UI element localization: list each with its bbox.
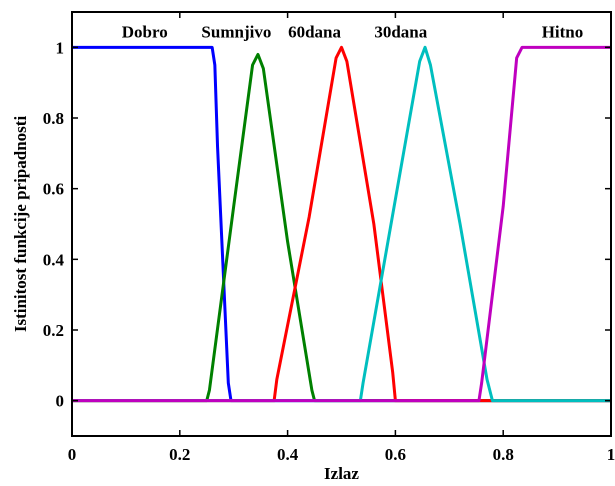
plot-frame: [71, 11, 612, 437]
label-layer: Dobro Sumnjivo 60dana 30dana Hitno: [122, 22, 583, 41]
y-tick-label-4: 0.8: [43, 109, 64, 128]
mf-label-hitno: Hitno: [542, 22, 584, 41]
x-tick-label-1: 0.2: [169, 445, 190, 464]
y-tick-label-0: 0: [56, 392, 65, 411]
y-tick-label-5: 1: [56, 38, 65, 57]
series-line-sumnjivo: [72, 52, 611, 403]
y-tick-label-2: 0.4: [43, 250, 65, 269]
plot-background: [72, 12, 611, 436]
x-axis-title: Izlaz: [324, 464, 359, 483]
x-tick-label-3: 0.6: [385, 445, 406, 464]
x-tick-label-0: 0: [68, 445, 77, 464]
mf-label-dobro: Dobro: [122, 22, 168, 41]
mf-label-sumnjivo: Sumnjivo: [201, 22, 271, 41]
y-tick-label-1: 0.2: [43, 321, 64, 340]
series-line-hitno: [72, 45, 611, 403]
series-line-60dana: [72, 45, 611, 403]
mf-label-60dana: 60dana: [288, 22, 341, 41]
y-axis-title: Istinitost funkcije pripadnosti: [11, 116, 30, 333]
y-tick-label-3: 0.6: [43, 180, 64, 199]
x-tick-label-4: 0.8: [493, 445, 514, 464]
mf-label-30dana: 30dana: [374, 22, 427, 41]
x-tick-label-5: 1: [607, 445, 615, 464]
series-layer: [72, 45, 611, 403]
series-line-30dana: [72, 45, 611, 403]
x-tick-label-2: 0.4: [277, 445, 299, 464]
